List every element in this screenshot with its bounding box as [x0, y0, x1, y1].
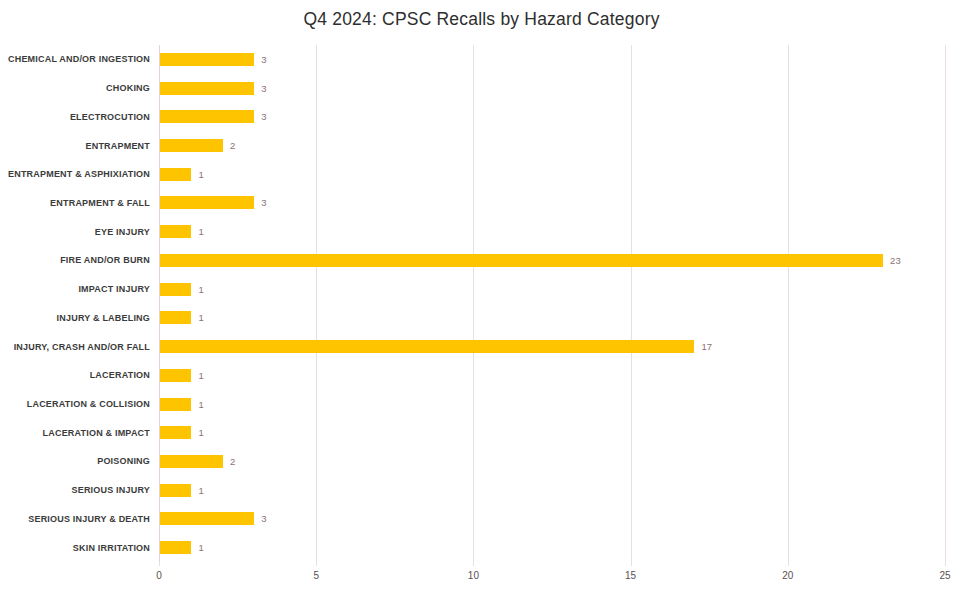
value-label: 1 [198, 311, 203, 324]
x-tick-mark [631, 562, 632, 566]
bar [160, 541, 191, 554]
x-tick-label: 15 [611, 570, 651, 581]
category-label: CHEMICAL AND/OR INGESTION [0, 45, 150, 74]
value-label: 2 [230, 139, 235, 152]
chart-title: Q4 2024: CPSC Recalls by Hazard Category [0, 9, 963, 30]
bar [160, 512, 254, 525]
bar [160, 139, 223, 152]
value-label: 23 [890, 254, 901, 267]
bar [160, 311, 191, 324]
x-tick-mark [945, 562, 946, 566]
value-label: 3 [261, 53, 266, 66]
value-label: 3 [261, 82, 266, 95]
category-label: IMPACT INJURY [0, 275, 150, 304]
x-tick-mark [159, 562, 160, 566]
category-label: LACERATION & COLLISION [0, 390, 150, 419]
bar [160, 196, 254, 209]
bar [160, 110, 254, 123]
category-label: LACERATION [0, 361, 150, 390]
bar [160, 398, 191, 411]
category-label: SERIOUS INJURY & DEATH [0, 505, 150, 534]
x-tick-mark [316, 562, 317, 566]
x-tick-mark [473, 562, 474, 566]
category-label: LACERATION & IMPACT [0, 418, 150, 447]
gridline [631, 45, 632, 562]
gridline [473, 45, 474, 562]
value-label: 1 [198, 484, 203, 497]
bar [160, 340, 694, 353]
category-label: FIRE AND/OR BURN [0, 246, 150, 275]
category-label: SERIOUS INJURY [0, 476, 150, 505]
bar [160, 168, 191, 181]
category-label: SKIN IRRITATION [0, 533, 150, 562]
value-label: 1 [198, 426, 203, 439]
category-label: EYE INJURY [0, 217, 150, 246]
bar [160, 225, 191, 238]
value-label: 1 [198, 283, 203, 296]
value-label: 1 [198, 168, 203, 181]
value-label: 1 [198, 225, 203, 238]
bar [160, 369, 191, 382]
value-label: 2 [230, 455, 235, 468]
bar [160, 254, 883, 267]
x-tick-mark [788, 562, 789, 566]
x-tick-label: 20 [768, 570, 808, 581]
value-label: 1 [198, 398, 203, 411]
value-label: 1 [198, 541, 203, 554]
value-label: 1 [198, 369, 203, 382]
category-label: INJURY, CRASH AND/OR FALL [0, 332, 150, 361]
gridline [945, 45, 946, 562]
bar [160, 455, 223, 468]
value-label: 17 [701, 340, 712, 353]
value-label: 3 [261, 110, 266, 123]
x-tick-label: 25 [925, 570, 963, 581]
value-label: 3 [261, 196, 266, 209]
x-tick-label: 10 [453, 570, 493, 581]
gridline [788, 45, 789, 562]
bar [160, 484, 191, 497]
category-label: INJURY & LABELING [0, 304, 150, 333]
bar [160, 426, 191, 439]
x-tick-label: 0 [139, 570, 179, 581]
bar [160, 53, 254, 66]
bar [160, 82, 254, 95]
x-tick-label: 5 [296, 570, 336, 581]
category-label: POISONING [0, 447, 150, 476]
category-label: ENTRAPMENT & FALL [0, 189, 150, 218]
category-axis: CHEMICAL AND/OR INGESTIONCHOKINGELECTROC… [0, 45, 150, 562]
bar [160, 283, 191, 296]
category-label: ELECTROCUTION [0, 102, 150, 131]
category-label: ENTRAPMENT & ASPHIXIATION [0, 160, 150, 189]
x-axis: 0510152025 [159, 562, 945, 590]
gridline [316, 45, 317, 562]
recalls-bar-chart: Q4 2024: CPSC Recalls by Hazard Category… [0, 0, 963, 591]
plot-area: 3 3 3 2 1 3 1 23 1 1 17 1 1 1 2 1 3 1 [159, 45, 945, 562]
value-label: 3 [261, 512, 266, 525]
category-label: CHOKING [0, 74, 150, 103]
category-label: ENTRAPMENT [0, 131, 150, 160]
